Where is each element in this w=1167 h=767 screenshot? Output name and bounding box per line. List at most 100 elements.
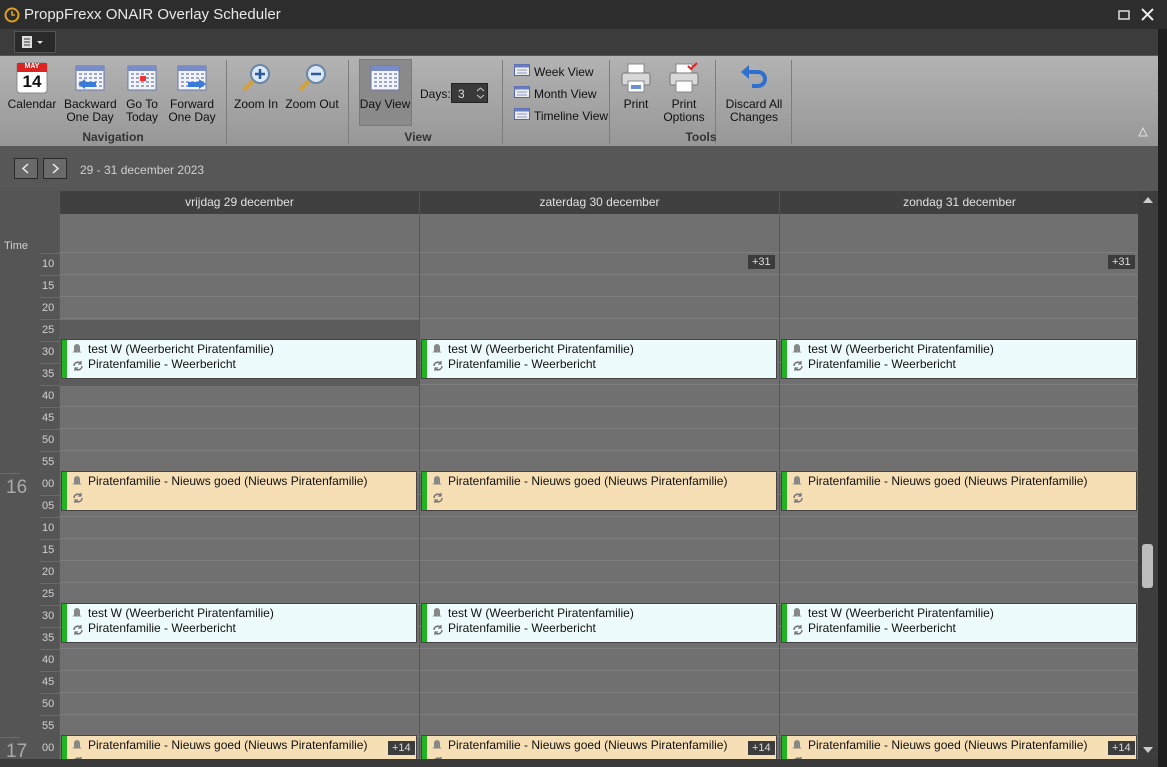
ribbon-button[interactable]: Forward One Day	[168, 97, 216, 124]
ribbon-button[interactable]: Day View	[359, 97, 411, 111]
time-cell[interactable]	[420, 407, 780, 429]
ribbon-button[interactable]: Discard All Changes	[725, 97, 783, 124]
time-cell[interactable]	[780, 297, 1140, 319]
time-cell[interactable]	[60, 693, 420, 715]
ribbon-button[interactable]: Backward One Day	[64, 97, 117, 124]
time-cell[interactable]	[780, 319, 1140, 341]
app-menu-button[interactable]	[14, 31, 56, 53]
scroll-thumb[interactable]	[1142, 544, 1153, 588]
time-cell[interactable]	[420, 539, 780, 561]
time-cell[interactable]	[780, 451, 1140, 473]
time-cell[interactable]	[780, 517, 1140, 539]
time-cell[interactable]	[780, 583, 1140, 605]
time-cell[interactable]	[780, 253, 1140, 275]
time-cell[interactable]	[780, 385, 1140, 407]
time-row-line	[40, 671, 60, 672]
close-button[interactable]	[1141, 8, 1154, 21]
event[interactable]: test W (Weerbericht Piratenfamilie) Pirat…	[781, 339, 1137, 379]
time-cell[interactable]	[420, 275, 780, 297]
all-day-cell[interactable]	[60, 214, 420, 253]
view-link[interactable]: Week View	[534, 65, 594, 79]
more-badge[interactable]: +14	[388, 741, 415, 755]
bell-icon	[792, 739, 802, 750]
scrollbar[interactable]	[1138, 191, 1158, 759]
ribbon-button[interactable]: Zoom In	[233, 97, 278, 111]
time-cell[interactable]	[60, 429, 420, 451]
time-cell[interactable]	[780, 429, 1140, 451]
time-cell[interactable]	[60, 539, 420, 561]
event[interactable]: Piratenfamilie - Nieuws goed (Nieuws Pir…	[421, 735, 777, 759]
event[interactable]: test W (Weerbericht Piratenfamilie) Pirat…	[61, 603, 417, 643]
more-badge[interactable]: +14	[748, 741, 775, 755]
time-cell[interactable]	[780, 539, 1140, 561]
time-cell[interactable]	[60, 561, 420, 583]
event[interactable]: test W (Weerbericht Piratenfamilie) Pirat…	[781, 603, 1137, 643]
bell-icon	[72, 739, 82, 750]
time-cell[interactable]	[420, 693, 780, 715]
ribbon-button[interactable]: Calendar	[7, 97, 57, 111]
view-link[interactable]: Month View	[534, 87, 597, 101]
time-cell[interactable]	[780, 715, 1140, 737]
time-cell[interactable]	[780, 649, 1140, 671]
time-cell[interactable]	[60, 715, 420, 737]
time-cell[interactable]	[60, 385, 420, 407]
previous-button[interactable]	[14, 158, 38, 179]
days-spinner[interactable]: 3	[451, 83, 488, 103]
time-cell[interactable]	[60, 517, 420, 539]
all-day-cell[interactable]	[420, 214, 780, 253]
event-subtitle: Piratenfamilie - Weerbericht	[808, 621, 956, 635]
event[interactable]: Piratenfamilie - Nieuws goed (Nieuws Pir…	[61, 471, 417, 511]
view-link[interactable]: Timeline View	[534, 109, 609, 123]
time-cell[interactable]	[60, 671, 420, 693]
restore-button[interactable]	[1118, 9, 1130, 21]
ribbon-button[interactable]: Print Options	[663, 97, 705, 124]
day-header[interactable]: zondag 31 december	[780, 191, 1140, 214]
time-cell[interactable]	[420, 561, 780, 583]
minute-label: 55	[42, 456, 55, 468]
event[interactable]: Piratenfamilie - Nieuws goed (Nieuws Pir…	[781, 471, 1137, 511]
event[interactable]: Piratenfamilie - Nieuws goed (Nieuws Pir…	[421, 471, 777, 511]
next-button[interactable]	[43, 158, 67, 179]
event[interactable]: Piratenfamilie - Nieuws goed (Nieuws Pir…	[781, 735, 1137, 759]
minute-label: 35	[42, 632, 55, 644]
more-badge[interactable]: +14	[1108, 741, 1135, 755]
time-cell[interactable]	[420, 385, 780, 407]
event[interactable]: test W (Weerbericht Piratenfamilie) Pirat…	[421, 339, 777, 379]
time-cell[interactable]	[420, 297, 780, 319]
time-cell[interactable]	[420, 429, 780, 451]
event[interactable]: test W (Weerbericht Piratenfamilie) Pirat…	[61, 339, 417, 379]
time-cell[interactable]	[60, 583, 420, 605]
time-cell[interactable]	[420, 517, 780, 539]
day-header[interactable]: zaterdag 30 december	[420, 191, 780, 214]
time-cell[interactable]	[780, 407, 1140, 429]
time-cell[interactable]	[420, 253, 780, 275]
time-cell[interactable]	[420, 715, 780, 737]
time-cell[interactable]	[780, 275, 1140, 297]
event[interactable]: test W (Weerbericht Piratenfamilie) Pirat…	[421, 603, 777, 643]
ribbon-button[interactable]: Print	[623, 97, 649, 111]
day-header[interactable]: vrijdag 29 december	[60, 191, 420, 214]
minute-label: 10	[42, 258, 55, 270]
time-cell[interactable]	[780, 671, 1140, 693]
time-cell[interactable]	[60, 275, 420, 297]
time-cell[interactable]	[420, 319, 780, 341]
time-cell[interactable]	[60, 407, 420, 429]
ribbon-button[interactable]: Zoom Out	[285, 97, 339, 111]
event[interactable]: Piratenfamilie - Nieuws goed (Nieuws Pir…	[61, 735, 417, 759]
time-cell[interactable]	[780, 693, 1140, 715]
time-cell[interactable]	[420, 649, 780, 671]
time-cell[interactable]	[420, 583, 780, 605]
all-day-cell[interactable]	[780, 214, 1140, 253]
more-badge[interactable]: +31	[748, 255, 775, 269]
time-cell[interactable]	[60, 451, 420, 473]
calendar-icon-month: MAY	[24, 63, 40, 70]
time-cell[interactable]	[780, 561, 1140, 583]
time-cell[interactable]	[420, 671, 780, 693]
event-status-bar	[422, 472, 427, 510]
ribbon-button[interactable]: Go To Today	[125, 97, 159, 124]
time-cell[interactable]	[420, 451, 780, 473]
time-cell[interactable]	[60, 297, 420, 319]
time-cell[interactable]	[60, 649, 420, 671]
more-badge[interactable]: +31	[1108, 255, 1135, 269]
time-cell[interactable]	[60, 253, 420, 275]
